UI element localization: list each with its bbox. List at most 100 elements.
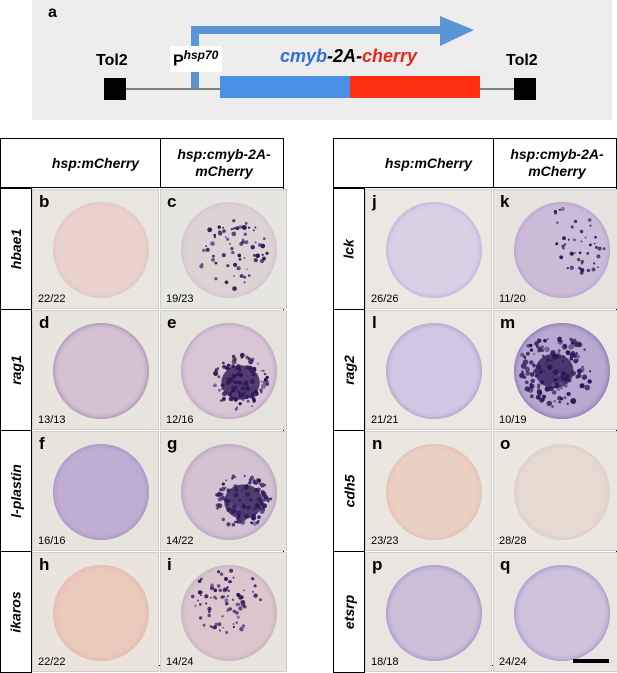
panel-label-a: a (48, 4, 57, 21)
embryo-stain-image (180, 444, 277, 540)
embryo-count: 16/16 (38, 535, 66, 547)
gene-row-label: rag1 (0, 309, 32, 431)
gene-row-label: hbae1 (0, 188, 32, 310)
embryo-image-panel: k 11/20 (493, 189, 617, 309)
gene-row-label: l-plastin (0, 430, 32, 552)
panel-letter: d (39, 313, 50, 332)
gene-name: rag2 (340, 355, 357, 385)
embryo-count: 13/13 (38, 414, 66, 426)
embryo-stain-image (52, 444, 149, 540)
gene-name: rag1 (7, 355, 24, 385)
embryo-stain-image (385, 323, 482, 419)
panel-letter: l (372, 313, 377, 332)
header-divider (334, 187, 616, 188)
stain-spots (214, 474, 272, 527)
gene-name: cdh5 (341, 474, 357, 508)
tol2-right-label: Tol2 (506, 52, 538, 69)
stain-spots (198, 219, 269, 292)
promoter-base: P (173, 52, 184, 70)
embryo-stain-image (180, 565, 277, 661)
embryo-stain-image (513, 444, 610, 540)
embryo-count: 10/19 (499, 414, 527, 426)
embryo-count: 18/18 (371, 656, 399, 668)
embryo-image-panel: h 22/22 (32, 552, 159, 672)
gene-name: etsrp (341, 594, 358, 630)
embryo-count: 21/21 (371, 414, 399, 426)
embryo-image-panel: m 10/19 (493, 310, 617, 430)
stain-spots (553, 207, 605, 275)
panel-letter: g (167, 434, 178, 453)
panel-letter: o (500, 434, 511, 453)
panel-letter: q (500, 555, 511, 574)
panel-letter: h (39, 555, 50, 574)
construct-label: cmyb-2A-cherry (280, 46, 417, 67)
column-header-2: hsp:cmyb-2A-mCherry (160, 139, 287, 187)
construct-schematic (32, 0, 612, 120)
panel-letter: b (39, 192, 50, 211)
embryo-stain-image (385, 565, 482, 661)
embryo-image-panel: i 14/24 (160, 552, 287, 672)
embryo-count: 12/16 (166, 414, 194, 426)
panel-letter: f (39, 434, 45, 453)
cherry-coding-bar (350, 76, 480, 98)
embryo-image-panel: d 13/13 (32, 310, 159, 430)
embryo-count: 28/28 (499, 535, 527, 547)
left-panel-grid: hsp:mCherry hsp:cmyb-2A-mCherry hbae1 b 22/2… (0, 138, 287, 673)
embryo-stain-image (52, 565, 149, 661)
panel-letter: j (372, 192, 377, 211)
embryo-image-panel: n 23/23 (365, 431, 492, 551)
panel-letter: e (167, 313, 177, 332)
embryo-count: 14/24 (166, 656, 194, 668)
embryo-stain-image (180, 323, 277, 419)
embryo-count: 22/22 (38, 656, 66, 668)
gene-row-label: cdh5 (333, 430, 365, 552)
gene-name: ikaros (8, 591, 24, 633)
embryo-count: 22/22 (38, 293, 66, 305)
embryo-image-panel: b 22/22 (32, 189, 159, 309)
construct-2a: -2A- (327, 46, 363, 66)
cmyb-coding-bar (220, 76, 350, 98)
panel-letter: i (167, 555, 172, 574)
panel-letter: k (500, 192, 510, 211)
embryo-stain-image (52, 323, 149, 419)
embryo-stain-image (52, 202, 149, 298)
panel-letter: c (167, 192, 177, 211)
embryo-stain-image (385, 202, 482, 298)
embryo-image-panel: q 24/24 (493, 552, 617, 672)
promoter-superscript: hsp70 (183, 48, 219, 62)
gene-row-label: lck (333, 188, 365, 310)
gene-name: l-plastin (8, 464, 25, 518)
embryo-image-panel: o 28/28 (493, 431, 617, 551)
embryo-image-panel: p 18/18 (365, 552, 492, 672)
panel-letter: n (372, 434, 383, 453)
embryo-stain-image (180, 202, 277, 298)
stain-spots (212, 352, 269, 411)
arrow-head-icon (440, 16, 474, 46)
embryo-count: 23/23 (371, 535, 399, 547)
construct-cmyb: cmyb (280, 46, 328, 66)
gene-row-label: rag2 (333, 309, 365, 431)
embryo-image-panel: l 21/21 (365, 310, 492, 430)
embryo-stain-image (513, 202, 610, 298)
hsp70-promoter-label: Phsp70 (170, 46, 223, 73)
embryo-count: 24/24 (499, 656, 527, 668)
tol2-left-label: Tol2 (96, 52, 128, 69)
column-header-1: hsp:mCherry (384, 154, 473, 171)
embryo-count: 14/22 (166, 535, 194, 547)
right-panel-grid: hsp:mCherry hsp:cmyb-2A-mCherry lck j 26/26 k… (333, 138, 617, 673)
column-header-1: hsp:mCherry (51, 154, 140, 171)
scale-bar (573, 659, 609, 663)
tol2-left-box (104, 78, 126, 100)
stain-spots (518, 336, 592, 408)
tol2-right-box (514, 78, 536, 100)
embryo-stain-image (385, 444, 482, 540)
panel-letter: m (500, 313, 516, 332)
gene-name: lck (341, 239, 357, 259)
embryo-count: 19/23 (166, 293, 194, 305)
embryo-stain-image (513, 323, 610, 419)
embryo-count: 26/26 (371, 293, 399, 305)
panel-letter: p (372, 555, 383, 574)
embryo-image-panel: c 19/23 (160, 189, 287, 309)
column-header-2: hsp:cmyb-2A-mCherry (493, 139, 617, 187)
embryo-image-panel: f 16/16 (32, 431, 159, 551)
